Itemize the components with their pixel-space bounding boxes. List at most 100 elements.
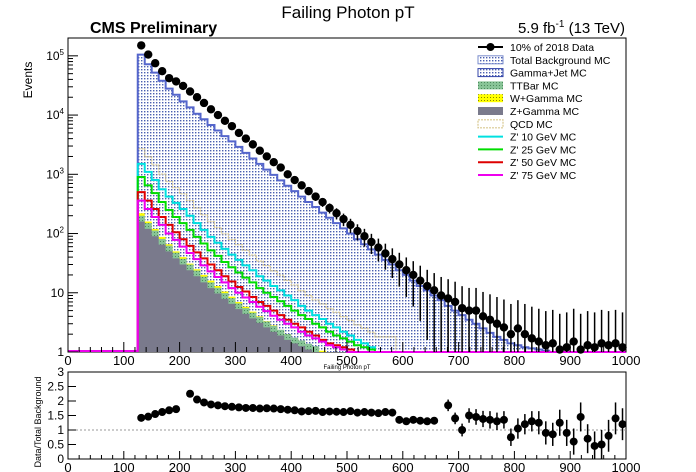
ratio-y-tick-label: 0.5 — [47, 438, 64, 452]
legend-ttbar-swatch — [478, 81, 503, 90]
x-tick-label: 400 — [280, 353, 302, 368]
ratio-x-tick-label: 400 — [280, 460, 302, 472]
legend-data-marker — [486, 43, 495, 51]
ratio-point — [172, 405, 181, 414]
ratio-point — [200, 398, 209, 407]
x-axis-label: Failing Photon pT — [323, 365, 370, 371]
data-point — [464, 306, 474, 315]
data-point — [436, 291, 446, 300]
ratio-axes: 32.521.510.500 100 200 300 400 500 600 700 800 90… — [47, 365, 640, 472]
ratio-point — [213, 401, 222, 410]
data-point — [374, 243, 383, 252]
ratio-point — [472, 412, 481, 421]
ratio-point — [304, 407, 313, 416]
ratio-x-tick-label: 300 — [225, 460, 247, 472]
data-point — [527, 334, 537, 343]
y-tick-label: 104 — [46, 107, 64, 122]
ratio-x-tick-label: 600 — [392, 460, 414, 472]
data-point — [185, 87, 195, 96]
ratio-x-tick-label: 800 — [504, 460, 526, 472]
ratio-point — [283, 405, 292, 414]
ratio-y-tick-label: 3 — [57, 365, 64, 379]
legend-entry: Z' 10 GeV MC — [478, 132, 577, 144]
legend-entry: 10% of 2018 Data — [478, 42, 594, 54]
ratio-point — [465, 411, 474, 420]
ratio-point — [367, 408, 376, 417]
data-point — [241, 134, 251, 143]
y-tick-label: 102 — [46, 226, 64, 241]
ratio-point — [165, 406, 174, 415]
data-point — [402, 266, 411, 275]
data-point — [492, 319, 502, 328]
ratio-point — [416, 416, 425, 425]
z75-line — [136, 199, 626, 353]
x-tick-label: 600 — [392, 353, 414, 368]
data-point — [520, 329, 530, 339]
data-point — [562, 343, 571, 352]
x-tick-label: 900 — [559, 353, 581, 368]
ratio-point — [458, 426, 467, 434]
main-fills — [137, 54, 626, 352]
legend-entry: Z' 75 GeV MC — [478, 170, 577, 182]
main-axes: 0 100 200 300 400 500 600 700 800 900 1000 105 104 10… — [46, 48, 640, 368]
legend-label: 10% of 2018 Data — [510, 42, 594, 54]
legend-entry: Z+Gamma MC — [478, 106, 580, 118]
ratio-point — [262, 404, 271, 413]
ratio-point — [618, 420, 627, 429]
x-tick-label: 700 — [448, 353, 470, 368]
ratio-point — [360, 408, 369, 417]
legend-zgamma-swatch — [478, 107, 503, 115]
data-point — [576, 345, 585, 354]
ratio-point — [541, 428, 550, 437]
data-point — [255, 146, 265, 155]
legend-entry: Z' 25 GeV MC — [478, 144, 577, 156]
ratio-point — [241, 403, 250, 412]
data-point — [360, 232, 369, 241]
data-point — [353, 226, 362, 236]
ratio-point — [485, 415, 494, 424]
ratio-point — [513, 424, 522, 433]
ratio-point — [492, 417, 501, 426]
ratio-x-tick-label: 200 — [169, 460, 191, 472]
ratio-point — [374, 409, 383, 418]
data-point — [325, 203, 334, 213]
data-point — [583, 341, 592, 350]
data-point — [395, 260, 404, 269]
legend-gjet-swatch — [477, 68, 504, 78]
data-point — [311, 192, 320, 201]
legend-entry: Z' 50 GeV MC — [478, 157, 577, 169]
legend-entry: Gamma+Jet MC — [477, 68, 587, 80]
ratio-point — [611, 414, 620, 423]
ratio-x-tick-label: 100 — [113, 460, 135, 472]
ratio-x-tick-label: 900 — [559, 460, 581, 472]
data-point — [346, 220, 355, 230]
legend-label: TTBar MC — [510, 80, 559, 92]
data-point — [192, 93, 202, 102]
ratio-point — [297, 407, 306, 416]
data-point — [416, 276, 425, 285]
data-point — [248, 140, 258, 149]
ratio-point — [227, 402, 236, 411]
chart-title: Failing Photon pT — [281, 3, 414, 22]
lumi-exponent: -1 — [556, 19, 565, 30]
ratio-point — [318, 408, 327, 417]
ratio-point — [534, 418, 543, 427]
ratio-y-tick-label: 1 — [57, 423, 64, 437]
ratio-y-tick-label: 0 — [57, 452, 64, 466]
zgamma-fill — [137, 221, 626, 352]
ratio-point — [220, 402, 229, 411]
data-point — [199, 98, 209, 108]
data-point — [220, 116, 230, 126]
data-point — [318, 197, 327, 207]
ratio-point — [255, 404, 264, 413]
main-data-points — [137, 41, 627, 354]
ttbar-fill — [137, 215, 626, 352]
ratio-x-tick-label: 0 — [64, 460, 71, 472]
data-point — [304, 186, 313, 196]
ratio-y-axis-label: Data/Total Background — [33, 376, 43, 467]
ratio-point — [423, 417, 432, 426]
data-point — [548, 339, 557, 348]
ratio-data-points — [137, 389, 627, 459]
data-point — [409, 270, 418, 280]
